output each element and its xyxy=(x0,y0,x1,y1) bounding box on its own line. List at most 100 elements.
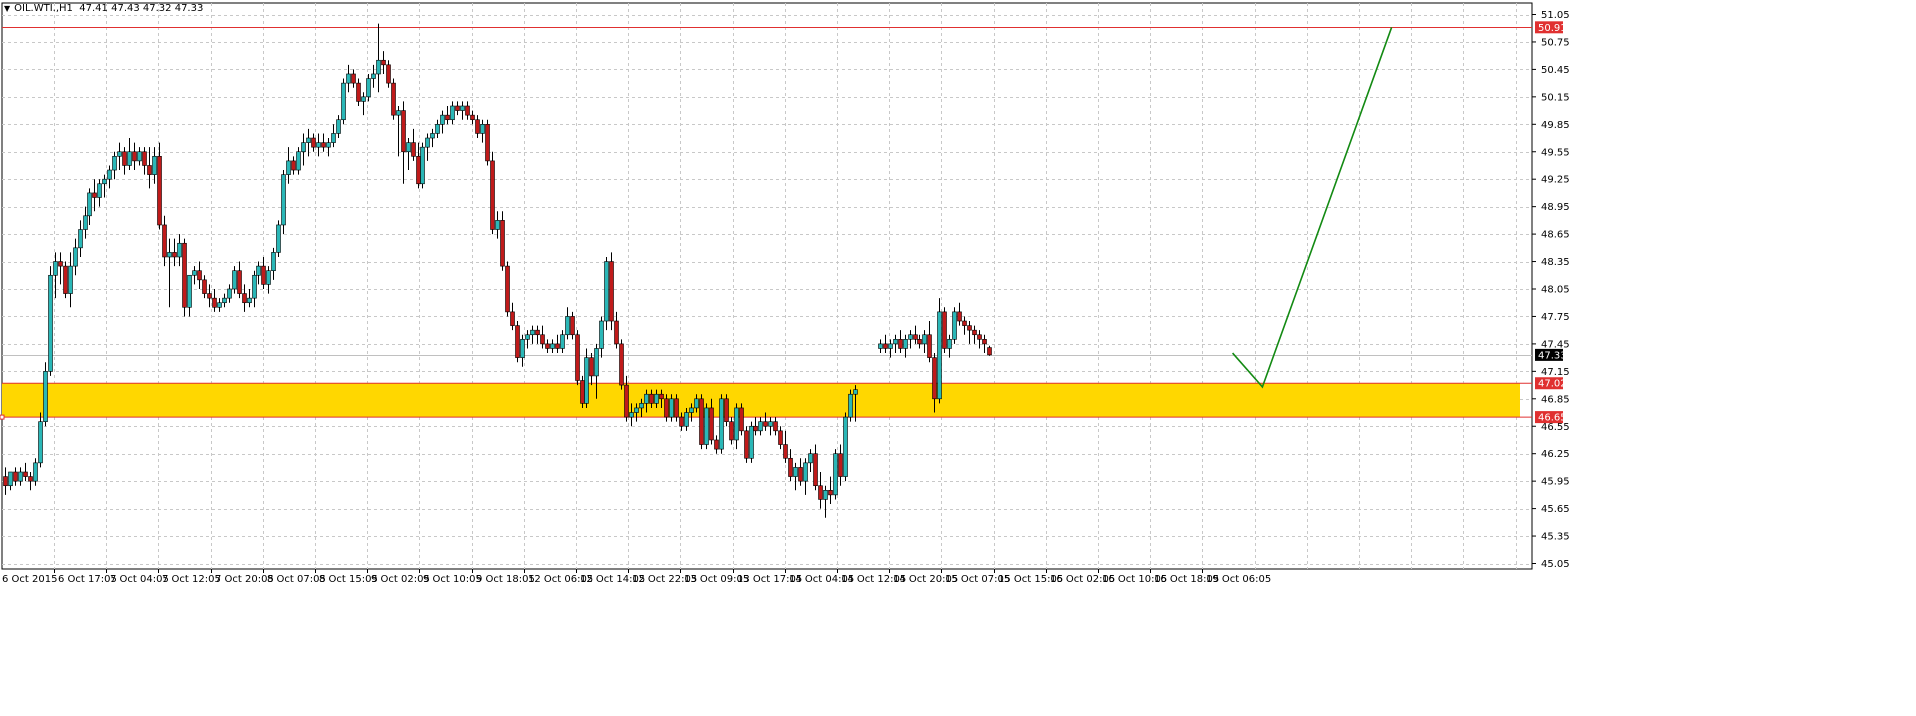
candle-body xyxy=(261,265,266,285)
candle xyxy=(555,334,560,354)
candle xyxy=(893,334,898,354)
candle-body xyxy=(714,439,719,450)
x-tick-label: 6 Oct 17:05 xyxy=(58,574,117,585)
candle xyxy=(575,330,580,386)
x-tick-label: 12 Oct 22:05 xyxy=(632,574,697,585)
candle xyxy=(8,471,13,491)
candle-body xyxy=(565,316,570,336)
candle-body xyxy=(535,329,540,336)
candle-body xyxy=(321,142,326,148)
candle xyxy=(420,142,425,189)
candle-body xyxy=(540,334,545,345)
candle-body xyxy=(470,114,475,121)
chart-header: ▼ OIL.WTI.,H1 47.41 47.43 47.32 47.33 xyxy=(4,3,203,14)
candle-body xyxy=(122,151,127,166)
candle xyxy=(247,289,252,308)
x-tick-label: 9 Oct 18:05 xyxy=(476,574,535,585)
candle-body xyxy=(376,59,381,75)
y-tick-label: 45.05 xyxy=(1541,559,1570,570)
triangle-down-icon[interactable]: ▼ xyxy=(4,4,11,13)
candle xyxy=(460,101,465,120)
candle xyxy=(689,403,694,422)
candle xyxy=(63,261,68,299)
candle xyxy=(982,334,987,354)
candle-body xyxy=(465,105,470,116)
y-tick-label: 48.35 xyxy=(1541,257,1570,268)
candle-body xyxy=(525,334,530,340)
candle-body xyxy=(28,476,33,482)
candle-body xyxy=(167,252,172,258)
price-tag-text: 47.02 xyxy=(1538,379,1567,390)
candle xyxy=(261,256,266,289)
candle-body xyxy=(435,124,440,134)
candle xyxy=(13,467,18,486)
candle xyxy=(296,147,301,175)
symbol-label: OIL.WTI.,H1 xyxy=(14,3,73,14)
candle xyxy=(674,394,679,422)
candle xyxy=(147,147,152,189)
candle-body xyxy=(584,357,589,404)
candle xyxy=(242,284,247,312)
candle-body xyxy=(420,146,425,185)
candle-body xyxy=(401,110,406,153)
candle-body xyxy=(555,343,560,349)
candle-body xyxy=(13,471,18,482)
candle-body xyxy=(187,274,192,308)
candle xyxy=(719,394,724,454)
candle xyxy=(654,389,659,408)
candle xyxy=(580,375,585,408)
candle xyxy=(83,206,88,239)
candle xyxy=(177,234,182,267)
candle xyxy=(624,375,629,422)
candle-body xyxy=(883,343,888,349)
price-tag-text: 50.91 xyxy=(1538,23,1567,34)
candle xyxy=(401,101,406,184)
candle xyxy=(271,247,276,280)
candle xyxy=(937,298,942,404)
candle-body xyxy=(326,142,331,148)
candle xyxy=(425,133,430,161)
candle xyxy=(903,334,908,358)
candle xyxy=(629,403,634,427)
candle xyxy=(744,426,749,463)
candle-body xyxy=(411,142,416,157)
candle-body xyxy=(242,293,247,304)
candle xyxy=(545,339,550,354)
candle-body xyxy=(48,274,53,372)
candle-body xyxy=(78,229,83,249)
candle xyxy=(594,343,599,399)
support-zone-layer xyxy=(0,382,1532,420)
candle xyxy=(803,458,808,495)
candle xyxy=(430,128,435,148)
y-tick-label: 45.35 xyxy=(1541,532,1570,543)
candle-body xyxy=(982,339,987,345)
candle xyxy=(346,64,351,93)
candle xyxy=(391,78,396,120)
candle-body xyxy=(8,471,13,487)
candle-body xyxy=(386,64,391,84)
y-tick-label: 48.95 xyxy=(1541,202,1570,213)
y-tick-label: 47.75 xyxy=(1541,312,1570,323)
candle xyxy=(565,307,570,340)
candle xyxy=(798,458,803,486)
y-tick-label: 46.25 xyxy=(1541,449,1570,460)
candle-body xyxy=(212,297,217,308)
candle-body xyxy=(391,82,396,116)
candle xyxy=(550,339,555,354)
candle-body xyxy=(316,142,321,148)
price-tag-text: 46.65 xyxy=(1538,413,1567,424)
x-tick-label: 9 Oct 10:05 xyxy=(423,574,482,585)
candle-body xyxy=(500,220,505,267)
forecast-path-line xyxy=(1231,27,1393,389)
candle xyxy=(321,133,326,152)
candle-body xyxy=(908,334,913,340)
candle xyxy=(490,151,495,235)
x-tick-label: 7 Oct 20:05 xyxy=(215,574,274,585)
candle-body xyxy=(346,73,351,84)
candle-body xyxy=(182,242,187,308)
candle-body xyxy=(773,421,778,432)
candle xyxy=(589,353,594,386)
candle xyxy=(122,147,127,175)
current-price-tag: 47.33 xyxy=(1535,348,1567,361)
